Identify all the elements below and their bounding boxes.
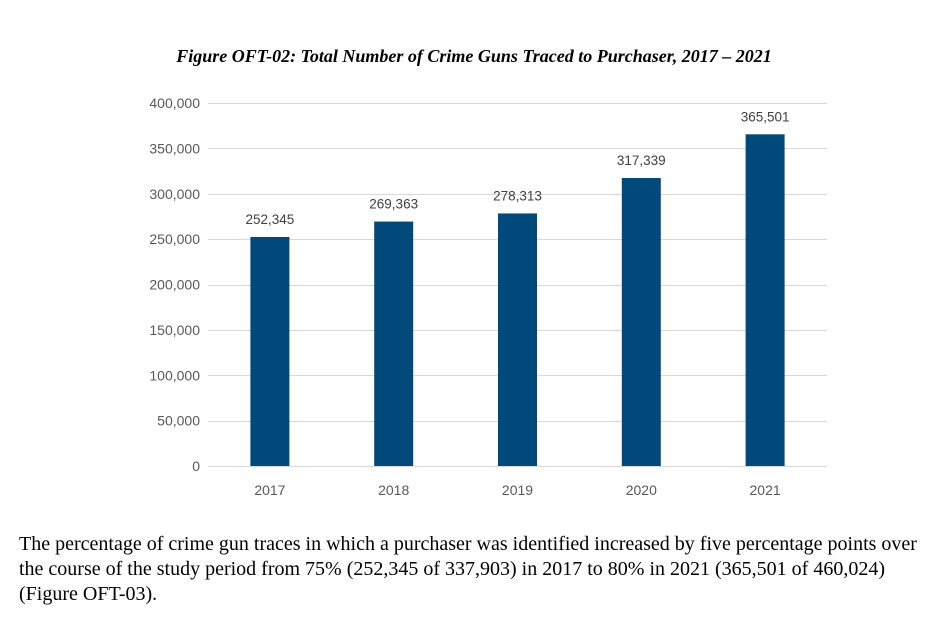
y-tick-label: 0 (192, 458, 200, 474)
x-tick-label-2021: 2021 (750, 482, 781, 498)
data-label-2017: 252,345 (245, 212, 294, 227)
y-tick-label: 400,000 (149, 95, 200, 111)
y-tick-label: 200,000 (149, 277, 200, 293)
y-tick-label: 300,000 (149, 186, 200, 202)
y-axis-ticks: 0 50,000 100,000 150,000 200,000 250,000 300,0… (149, 95, 200, 474)
data-labels: 252,345 269,363 278,313 317,339 365,501 (245, 109, 789, 227)
x-axis-ticks: 2017 2018 2019 2020 2021 (254, 482, 781, 498)
data-label-2019: 278,313 (493, 188, 542, 203)
data-label-2021: 365,501 (741, 109, 790, 124)
chart-title: Figure OFT-02: Total Number of Crime Gun… (176, 46, 772, 66)
data-label-2020: 317,339 (617, 153, 666, 168)
body-paragraph: The percentage of crime gun traces in wh… (19, 533, 917, 605)
y-tick-label: 50,000 (157, 413, 200, 429)
bar-2019 (498, 213, 537, 466)
x-tick-label-2017: 2017 (254, 482, 285, 498)
x-tick-label-2019: 2019 (502, 482, 533, 498)
x-tick-label-2020: 2020 (626, 482, 657, 498)
y-tick-label: 150,000 (149, 322, 200, 338)
data-label-2018: 269,363 (369, 197, 418, 212)
bar-2018 (374, 221, 414, 466)
y-tick-label: 100,000 (149, 367, 200, 383)
bar-chart: 0 50,000 100,000 150,000 200,000 250,000 300,0… (149, 95, 827, 498)
bars (250, 134, 785, 466)
y-tick-label: 250,000 (149, 231, 200, 247)
bar-2017 (250, 236, 290, 466)
x-tick-label-2018: 2018 (378, 482, 409, 498)
bar-2020 (621, 178, 661, 466)
y-tick-label: 350,000 (149, 140, 200, 156)
bar-2021 (745, 134, 785, 466)
